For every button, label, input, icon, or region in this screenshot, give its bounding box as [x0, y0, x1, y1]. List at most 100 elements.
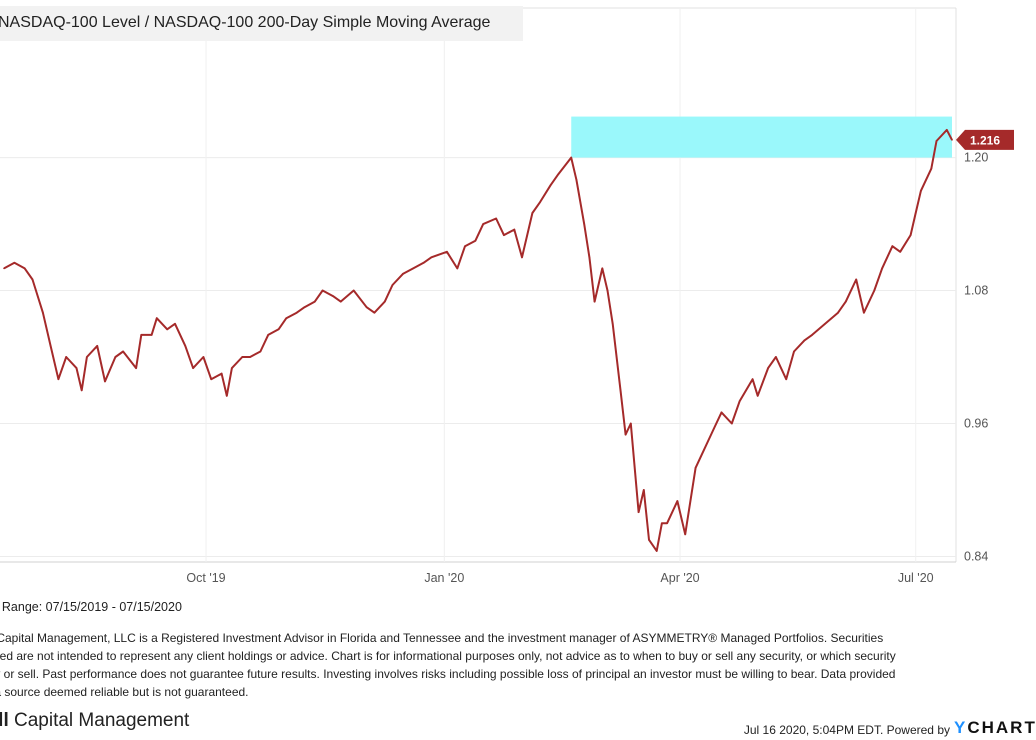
data-point [881, 267, 883, 270]
data-point [531, 212, 534, 214]
data-point [220, 372, 223, 375]
x-tick-label: Oct '19 [186, 571, 225, 585]
x-tick-label: Apr '20 [660, 571, 699, 585]
data-point [122, 350, 124, 353]
last-value-badge-shape [956, 129, 1014, 150]
x-tick-label: Jul '20 [898, 571, 934, 585]
data-point [855, 278, 857, 281]
data-point [352, 289, 355, 292]
data-point [611, 322, 614, 325]
x-tick-label: Jan '20 [424, 571, 464, 585]
title-background [0, 6, 523, 41]
grid-lines [0, 7, 957, 563]
ycharts-logo[interactable]: YCHART [954, 718, 1036, 738]
brand-bold: hell [0, 710, 9, 731]
data-point [601, 267, 604, 270]
data-point [365, 306, 368, 308]
data-point [241, 356, 244, 358]
ycharts-logo-text: CHART [967, 718, 1036, 737]
disclaimer-line: m a source deemed reliable but is not gu… [0, 685, 249, 699]
data-point [332, 295, 334, 297]
disclaimer-line: buy or sell. Past performance does not g… [0, 667, 896, 681]
data-point [174, 322, 176, 325]
brand-rest: Capital Management [8, 710, 190, 731]
date-range: te Range: 07/15/2019 - 07/15/2020 [0, 600, 182, 614]
data-point [456, 267, 459, 270]
data-point [150, 334, 153, 336]
data-point [920, 190, 922, 192]
data-point [13, 262, 16, 264]
data-point [699, 455, 702, 458]
data-point [863, 311, 865, 314]
data-point [422, 262, 425, 264]
data-point [803, 339, 806, 342]
last-value-badge: 1.216 [956, 129, 1014, 150]
data-point [482, 223, 484, 225]
series-path [3, 128, 953, 552]
highlight-band [571, 116, 952, 158]
y-axis: 0.84 0.96 1.08 1.20 [964, 151, 988, 564]
data-point [785, 378, 788, 380]
data-point [114, 356, 117, 358]
data-point [277, 328, 280, 331]
data-point [503, 234, 505, 236]
data-point [539, 201, 541, 203]
data-point [557, 173, 560, 175]
data-point [495, 217, 497, 220]
data-point [65, 356, 67, 358]
data-point [951, 139, 953, 141]
data-point [873, 289, 876, 292]
data-point [140, 334, 143, 336]
data-point [793, 350, 795, 353]
chart-area: 0.84 0.96 1.08 1.20 Oct '19 Jan '20 Apr '20 Ju… [0, 7, 1014, 585]
data-point [684, 533, 687, 536]
data-point [42, 311, 44, 314]
data-point [767, 367, 769, 369]
data-point [712, 428, 715, 430]
data-point [156, 317, 158, 320]
data-point [751, 378, 754, 380]
last-value-label: 1.216 [970, 133, 1000, 147]
data-point [391, 284, 394, 286]
data-point [549, 184, 552, 187]
data-point [192, 367, 194, 369]
data-point [606, 289, 609, 292]
data-point [575, 178, 578, 181]
brand-logo: hell Capital Management [0, 710, 189, 732]
y-tick-label: 1.08 [964, 284, 988, 298]
data-point [648, 539, 650, 541]
data-point [210, 378, 213, 380]
series-line [3, 128, 953, 552]
disclaimer: ell Capital Management, LLC is a Registe… [0, 629, 1036, 701]
data-point [249, 356, 251, 358]
data-point [31, 278, 34, 281]
data-point [104, 380, 106, 383]
data-point [430, 256, 433, 259]
data-point [694, 467, 697, 469]
data-point [731, 422, 733, 425]
data-point [285, 317, 288, 320]
data-point [86, 356, 88, 358]
data-point [3, 267, 5, 270]
data-point [930, 167, 933, 170]
data-point [402, 273, 404, 275]
data-point [474, 239, 477, 242]
data-point [624, 433, 627, 436]
data-point [373, 311, 376, 314]
data-point [775, 356, 777, 358]
data-point [412, 267, 415, 270]
data-point [899, 250, 901, 253]
data-point [661, 522, 663, 525]
data-point [231, 367, 233, 369]
data-point [295, 311, 298, 314]
data-point [464, 245, 466, 248]
data-point [738, 400, 741, 403]
data-point [619, 389, 622, 392]
data-point [811, 334, 813, 336]
data-point [135, 367, 137, 369]
data-point [630, 422, 632, 425]
data-point [23, 267, 26, 270]
data-point [202, 356, 205, 358]
data-point [935, 140, 938, 142]
data-point [588, 256, 591, 259]
